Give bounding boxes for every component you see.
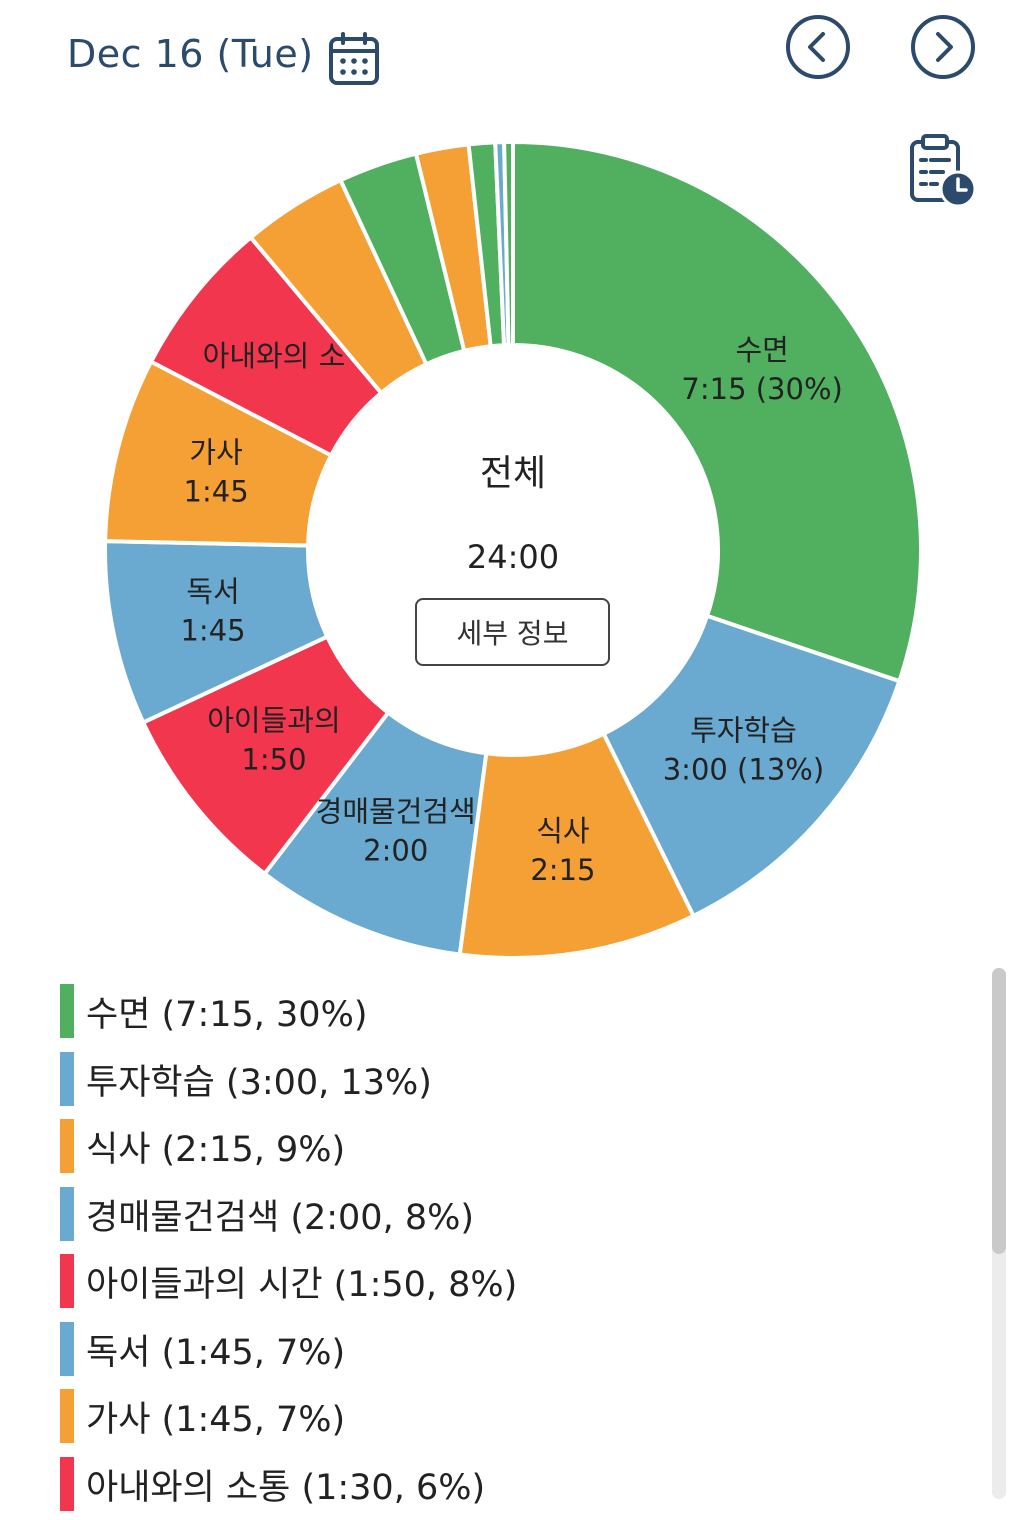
legend-item[interactable]: 투자학습 (3:00, 13%): [60, 1048, 980, 1116]
legend-item[interactable]: 아내와의 소통 (1:30, 6%): [60, 1453, 980, 1520]
legend-item[interactable]: 수면 (7:15, 30%): [60, 980, 980, 1048]
legend-item[interactable]: 독서 (1:45, 7%): [60, 1318, 980, 1386]
slice-label: 7:15 (30%): [681, 372, 842, 406]
legend-swatch: [60, 984, 74, 1038]
legend-list: 수면 (7:15, 30%) 투자학습 (3:00, 13%) 식사 (2:15, …: [60, 980, 980, 1520]
legend-swatch: [60, 1322, 74, 1376]
center-title: 전체: [413, 444, 613, 496]
slice-label: 투자학습: [690, 714, 797, 748]
legend-swatch: [60, 1187, 74, 1241]
legend-swatch: [60, 1119, 74, 1173]
scrollbar-thumb[interactable]: [992, 968, 1006, 1254]
slice-label: 경매물건검색: [316, 795, 476, 829]
legend-label: 아내와의 소통 (1:30, 6%): [86, 1459, 485, 1510]
legend-label: 독서 (1:45, 7%): [86, 1324, 345, 1375]
legend-label: 식사 (2:15, 9%): [86, 1121, 345, 1172]
legend-swatch: [60, 1052, 74, 1106]
calendar-icon[interactable]: [328, 32, 380, 86]
legend-label: 투자학습 (3:00, 13%): [86, 1054, 432, 1105]
slice-label: 독서: [186, 575, 239, 609]
legend-label: 아이들과의 시간 (1:50, 8%): [86, 1256, 517, 1307]
legend-swatch: [60, 1389, 74, 1443]
slice-label: 3:00 (13%): [663, 753, 824, 787]
slice-label: 2:15: [530, 853, 595, 887]
legend-label: 수면 (7:15, 30%): [86, 986, 367, 1037]
chevron-left-circle-icon[interactable]: [785, 14, 851, 80]
slice-label: 1:45: [184, 474, 249, 508]
slice-label: 아내와의 소: [203, 339, 346, 373]
slice-label: 식사: [536, 814, 589, 848]
slice-label: 수면: [735, 333, 788, 367]
slice-label: 1:50: [241, 742, 306, 776]
legend-item[interactable]: 경매물건검색 (2:00, 8%): [60, 1183, 980, 1251]
header-bar: Dec 16 (Tue): [0, 0, 1026, 110]
legend-swatch: [60, 1457, 74, 1511]
slice-label: 2:00: [363, 834, 428, 868]
legend-item[interactable]: 아이들과의 시간 (1:50, 8%): [60, 1250, 980, 1318]
date-label[interactable]: Dec 16 (Tue): [67, 32, 314, 76]
center-total-time: 24:00: [413, 538, 613, 576]
legend-item[interactable]: 식사 (2:15, 9%): [60, 1115, 980, 1183]
legend-label: 경매물건검색 (2:00, 8%): [86, 1189, 474, 1240]
slice-label: 가사: [189, 435, 242, 469]
legend-swatch: [60, 1254, 74, 1308]
legend-item[interactable]: 가사 (1:45, 7%): [60, 1385, 980, 1453]
slice-label: 아이들과의: [207, 703, 340, 737]
slice-label: 1:45: [180, 614, 245, 648]
legend-label: 가사 (1:45, 7%): [86, 1391, 345, 1442]
detail-info-button[interactable]: 세부 정보: [415, 598, 610, 666]
chevron-right-circle-icon[interactable]: [910, 14, 976, 80]
